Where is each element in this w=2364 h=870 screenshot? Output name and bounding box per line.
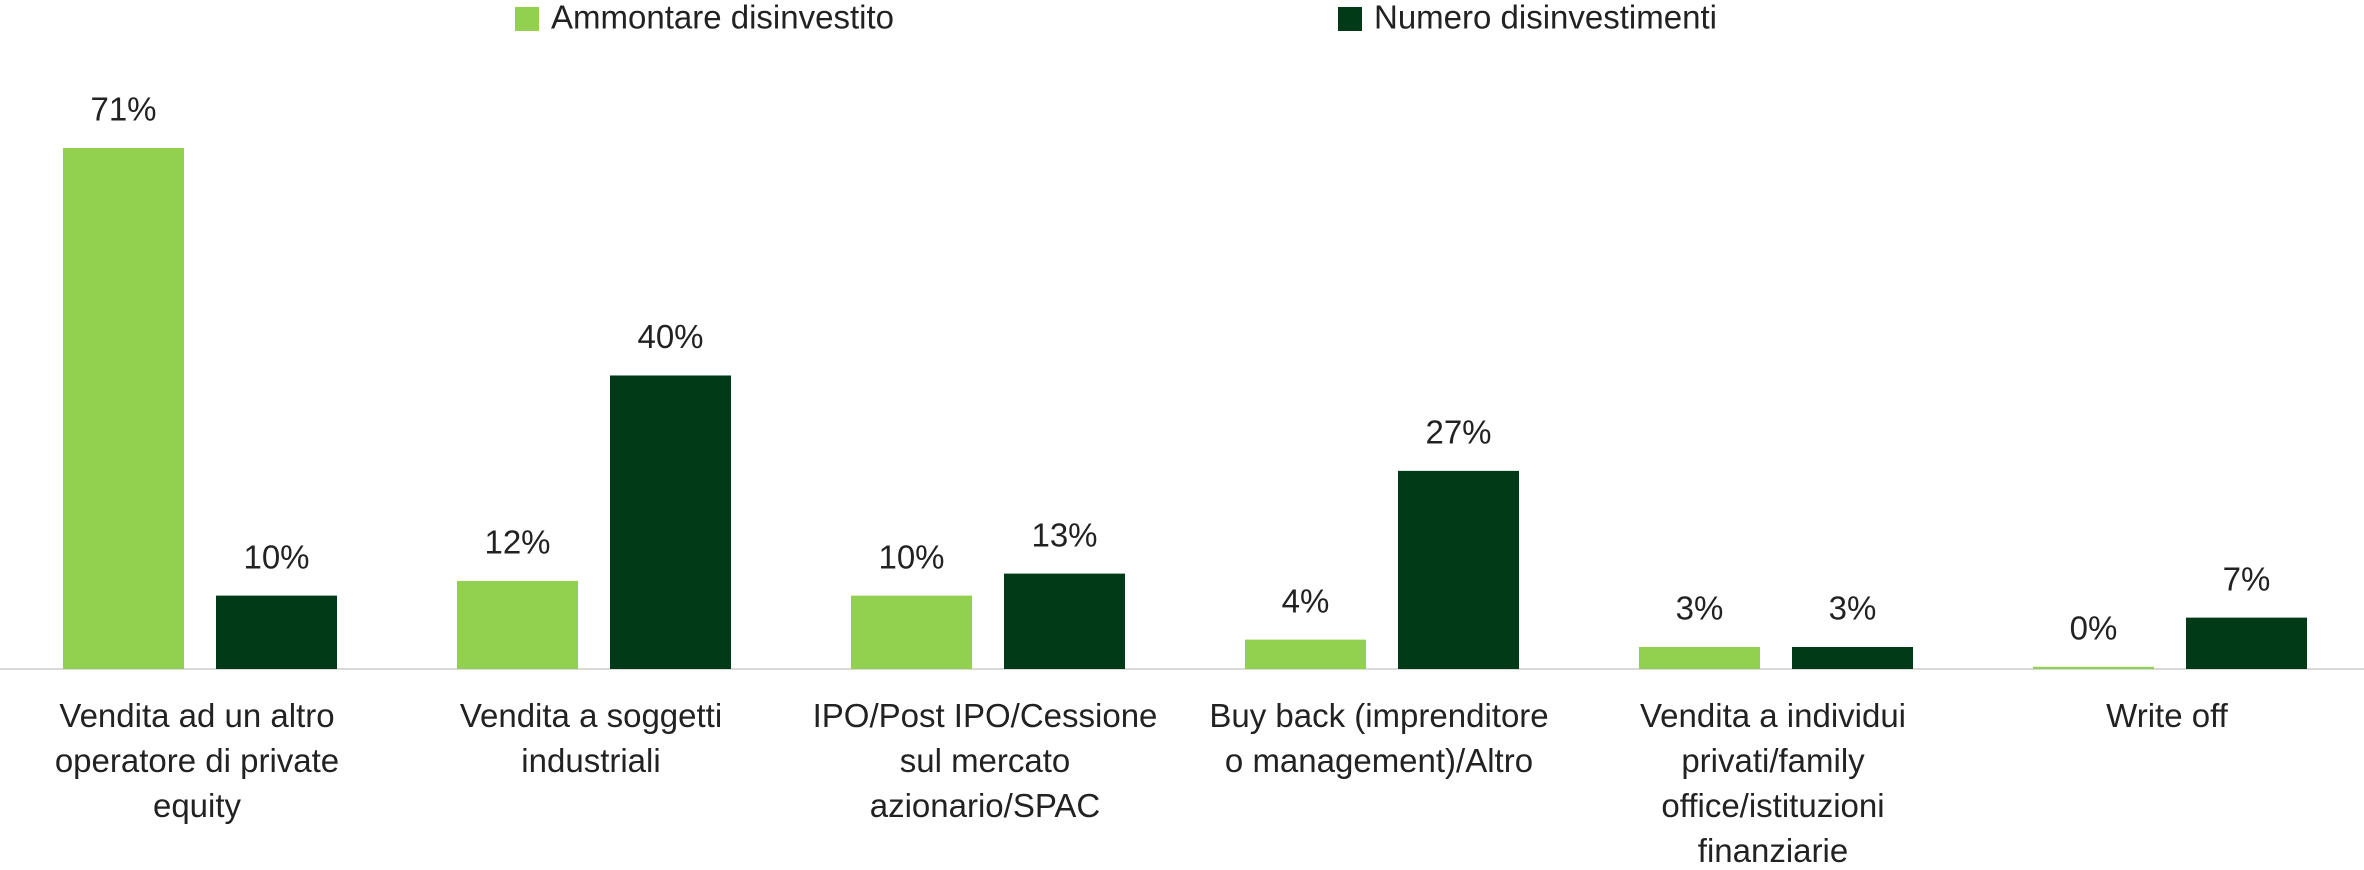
value-label: 10%	[878, 538, 944, 575]
bar	[216, 595, 337, 669]
value-label: 13%	[1031, 516, 1097, 553]
value-label: 0%	[2070, 610, 2118, 647]
value-label: 4%	[1282, 582, 1330, 619]
x-tick-label: Buy back (imprenditore o management)/Alt…	[1209, 697, 1549, 779]
bar	[851, 595, 972, 669]
value-label: 12%	[484, 524, 550, 561]
bar	[2033, 666, 2154, 669]
value-label: 10%	[243, 538, 309, 575]
value-label: 40%	[637, 318, 703, 355]
value-label: 3%	[1676, 590, 1724, 627]
bar	[63, 148, 184, 669]
value-label: 3%	[1829, 590, 1877, 627]
legend-label: Numero disinvestimenti	[1374, 0, 1717, 36]
legend-label: Ammontare disinvestito	[551, 0, 894, 36]
x-tick-label: Vendita ad un altro operatore di private…	[54, 697, 340, 824]
legend-swatch	[515, 7, 539, 31]
bar	[1398, 470, 1519, 669]
legend-swatch	[1338, 7, 1362, 31]
bar	[1639, 646, 1760, 669]
x-tick-label: Write off	[2106, 697, 2228, 734]
bar	[457, 580, 578, 669]
x-tick-label: Vendita a individui privati/family offic…	[1639, 697, 1907, 869]
bar	[2186, 617, 2307, 669]
value-label: 71%	[90, 91, 156, 128]
bar	[1792, 646, 1913, 669]
value-label: 7%	[2223, 560, 2271, 597]
bar	[610, 375, 731, 669]
value-label: 27%	[1425, 414, 1491, 451]
x-tick-label: IPO/Post IPO/Cessione sul mercato aziona…	[812, 697, 1158, 824]
x-tick-label: Vendita a soggetti industriali	[459, 697, 723, 779]
bar	[1245, 639, 1366, 669]
bar	[1004, 573, 1125, 669]
